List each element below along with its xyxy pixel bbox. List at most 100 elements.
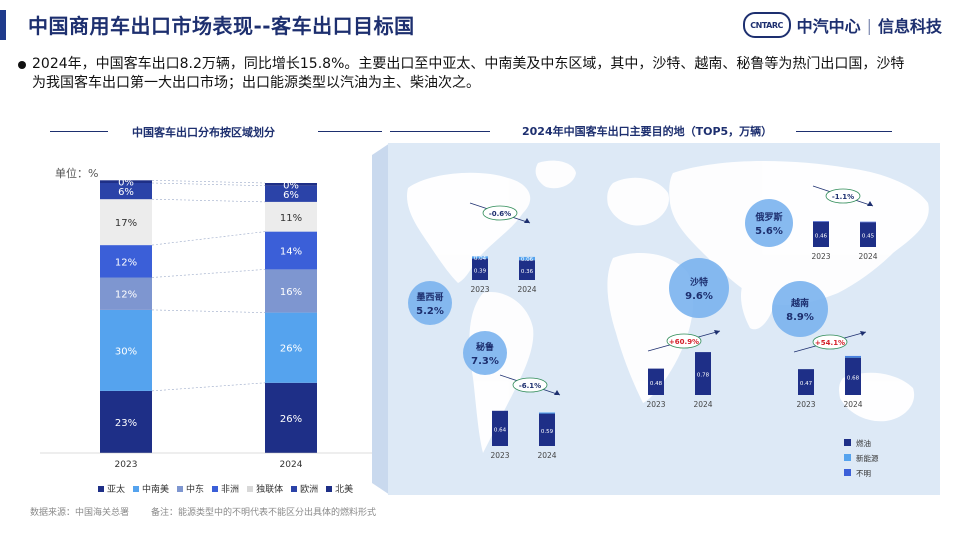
footer: 数据来源：中国海关总署 备注：能源类型中的不明代表不能区分出具体的燃料形式 — [30, 505, 376, 518]
region-legend: 亚太 中南美 中东 非洲 独联体 欧洲 北美 — [98, 482, 353, 495]
segment-connector — [151, 231, 266, 246]
year-label: 2024 — [858, 252, 877, 261]
fuel-value-label: 0.78 — [697, 373, 710, 379]
change-value: +60.9% — [669, 338, 699, 346]
fuel-value-label: 0.68 — [847, 375, 860, 381]
country-share: 5.2% — [416, 306, 444, 317]
change-value: -6.1% — [519, 382, 541, 390]
energy-legend-swatch — [844, 439, 851, 446]
summary-bullet: 2024年，中国客车出口8.2万辆，同比增长15.8%。主要出口至中亚太、中南美… — [18, 55, 912, 93]
legend-item: 亚太 — [98, 482, 125, 495]
year-label: 2023 — [470, 285, 489, 294]
region-stacked-bar-chart: 23%30%12%12%17%6%0%202326%26%16%14%11%6%… — [40, 178, 380, 470]
year-label: 2023 — [646, 400, 665, 409]
bullet-dot — [18, 61, 26, 69]
change-badge — [812, 334, 848, 350]
bar-value-label: 0% — [118, 178, 134, 189]
bar-value-label: 14% — [280, 247, 302, 258]
change-badge — [666, 333, 702, 349]
brand-name: 中汽中心 — [796, 17, 861, 36]
nev-value-label: 0.04 — [474, 256, 487, 262]
energy-legend-swatch — [844, 469, 851, 476]
change-badge — [825, 188, 861, 204]
bar-value-label: 26% — [280, 344, 302, 355]
legend-label: 北美 — [335, 485, 354, 495]
country-share: 9.6% — [685, 291, 713, 302]
legend-swatch — [212, 485, 219, 492]
country-bubble — [408, 281, 452, 325]
bar-value-label: 26% — [280, 414, 302, 425]
brand-subtitle: 信息科技 — [877, 17, 942, 36]
bar-segment-2024-亚太 — [265, 382, 317, 453]
legend-label: 中南美 — [142, 485, 170, 495]
legend-swatch — [291, 485, 298, 492]
change-value: -0.6% — [489, 210, 511, 218]
bar-value-label: 17% — [115, 218, 137, 229]
fuel-value-label: 0.45 — [862, 234, 875, 240]
legend-label: 非洲 — [221, 485, 240, 495]
energy-legend-label: 燃油 — [856, 438, 871, 448]
year-label: 2024 — [517, 285, 536, 294]
right-chart-title: 2024年中国客车出口主要目的地（TOP5，万辆） — [522, 125, 773, 138]
year-label: 2024 — [693, 400, 712, 409]
change-value: -1.1% — [832, 193, 854, 201]
fuel-value-label: 0.46 — [815, 233, 828, 239]
year-label: 2023 — [796, 400, 815, 409]
bar-value-label: 16% — [280, 287, 302, 298]
brand-logo: CNTARC — [742, 12, 791, 38]
right-title-rule-left — [390, 131, 490, 132]
world-map-land — [407, 160, 929, 453]
country-name: 秘鲁 — [476, 341, 494, 353]
country-name: 越南 — [790, 297, 809, 309]
fuel-bar-俄罗斯-2024 — [860, 222, 876, 247]
change-badge — [482, 205, 518, 221]
summary-text: 2024年，中国客车出口8.2万辆，同比增长15.8%。主要出口至中亚太、中南美… — [32, 56, 905, 91]
nev-bar-秘鲁-2024 — [539, 412, 555, 414]
right-title-rule-right — [796, 131, 892, 132]
nev-bar-越南-2024 — [845, 356, 861, 358]
fuel-bar-沙特-2023 — [648, 368, 664, 395]
country-name: 俄罗斯 — [754, 211, 782, 223]
fuel-value-label: 0.39 — [474, 268, 487, 274]
bar-value-label: 6% — [118, 187, 134, 198]
segment-connector — [151, 269, 266, 278]
fuel-bar-越南-2023 — [798, 369, 814, 395]
year-label: 2024 — [843, 400, 862, 409]
legend-swatch — [133, 485, 140, 492]
x-tick-label: 2023 — [115, 460, 138, 470]
bar-value-label: 23% — [115, 418, 137, 429]
legend-swatch — [177, 485, 184, 492]
fuel-value-label: 0.36 — [521, 269, 534, 275]
panel-connector — [372, 143, 390, 495]
fuel-value-label: 0.59 — [541, 429, 554, 435]
bar-segment-2023-非洲 — [100, 245, 152, 278]
note-text: 备注：能源类型中的不明代表不能区分出具体的燃料形式 — [151, 508, 377, 518]
year-label: 2024 — [537, 451, 556, 460]
bar-segment-2023-中东 — [100, 277, 152, 310]
title-accent-bar — [0, 10, 6, 40]
legend-label: 独联体 — [256, 485, 284, 495]
country-share: 5.6% — [755, 226, 783, 237]
legend-swatch — [326, 485, 333, 492]
nev-bar-墨西哥-2024 — [519, 256, 535, 261]
legend-item: 非洲 — [212, 482, 239, 495]
bar-segment-2024-独联体 — [265, 201, 317, 232]
trend-arrow-head — [554, 390, 560, 395]
legend-item: 中东 — [177, 482, 204, 495]
energy-legend-label: 不明 — [856, 469, 871, 478]
trend-arrow-head — [867, 201, 873, 206]
bar-segment-2024-中南美 — [265, 312, 317, 383]
change-value: +54.1% — [815, 339, 845, 347]
segment-connector — [151, 382, 266, 392]
bar-value-label: 11% — [280, 213, 302, 224]
country-bubble — [669, 258, 729, 318]
country-bubble — [745, 199, 793, 247]
bar-segment-2023-中南美 — [100, 309, 152, 391]
nev-value-label: 0.06 — [521, 257, 534, 263]
bar-segment-2023-独联体 — [100, 199, 152, 246]
legend-swatch — [98, 485, 104, 492]
trend-arrow-head — [524, 218, 530, 223]
bar-value-label: 6% — [283, 190, 299, 201]
left-chart-title: 中国客车出口分布按区域划分 — [132, 126, 275, 139]
bar-segment-2023-北美 — [100, 180, 152, 183]
